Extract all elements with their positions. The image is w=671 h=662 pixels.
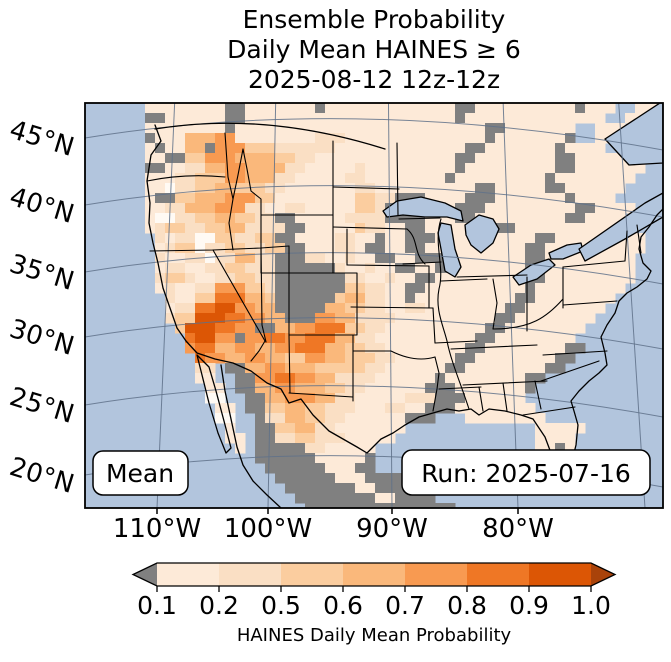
run-box: Run: 2025-07-16 xyxy=(401,449,651,496)
colorbar-tick-label: 0.8 xyxy=(447,591,487,620)
st-lawrence-river xyxy=(578,192,663,262)
longitude-axis-labels: 110°W 100°W 90°W 80°W xyxy=(113,508,554,544)
colorbar-tick-label: 0.9 xyxy=(509,591,549,620)
water-features xyxy=(382,103,663,286)
baja-california-coast xyxy=(196,354,232,454)
lon-tick-label: 100°W xyxy=(224,514,312,544)
colorbar-tick-label: 0.6 xyxy=(323,591,363,620)
title-line-2: Daily Mean HAINES ≥ 6 xyxy=(227,35,521,64)
coastline-us-mexico xyxy=(146,124,663,492)
mexico-west-coast xyxy=(220,364,282,508)
lat-tick-label: 25°N xyxy=(6,382,77,430)
lake-michigan xyxy=(437,222,462,278)
lat-tick-label: 35°N xyxy=(6,249,77,297)
map-axes: Mean Run: 2025-07-16 xyxy=(84,102,664,509)
colorbar: 0.1 0.2 0.5 0.6 0.7 0.8 0.9 1.0 HAINES Daily Me… xyxy=(131,562,617,646)
title-line-3: 2025-08-12 12z-12z xyxy=(248,65,500,94)
lon-tick-label: 110°W xyxy=(113,514,201,544)
colorbar-tick-label: 0.7 xyxy=(385,591,425,620)
lon-tick-label: 90°W xyxy=(356,514,428,544)
state-borders xyxy=(146,132,642,416)
colorbar-tick-label: 0.2 xyxy=(199,591,239,620)
colorbar-ticks: 0.1 0.2 0.5 0.6 0.7 0.8 0.9 1.0 xyxy=(137,586,611,620)
colorbar-tick-label: 0.5 xyxy=(261,591,301,620)
lat-tick-label: 40°N xyxy=(6,182,77,230)
gulf-of-st-lawrence xyxy=(604,103,663,166)
colorbar-cells xyxy=(133,563,615,586)
lon-tick-label: 80°W xyxy=(482,514,554,544)
lat-tick-label: 20°N xyxy=(6,452,77,500)
mean-box: Mean xyxy=(92,450,189,496)
us-canada-border xyxy=(154,122,386,150)
lake-huron xyxy=(464,214,500,254)
latitude-axis-labels: 45°N 40°N 35°N 30°N 25°N 20°N xyxy=(6,115,77,500)
lake-superior xyxy=(382,196,464,222)
lat-tick-label: 30°N xyxy=(6,314,77,362)
run-box-label: Run: 2025-07-16 xyxy=(421,459,631,488)
colorbar-tick-label: 0.1 xyxy=(137,591,177,620)
title-line-1: Ensemble Probability xyxy=(243,5,506,34)
colorbar-axis-label: HAINES Daily Mean Probability xyxy=(237,625,512,646)
borders xyxy=(146,122,663,508)
colorbar-tick-label: 1.0 xyxy=(571,591,611,620)
lat-tick-label: 45°N xyxy=(6,115,77,163)
map-frame xyxy=(84,102,664,509)
mean-box-label: Mean xyxy=(106,459,174,488)
